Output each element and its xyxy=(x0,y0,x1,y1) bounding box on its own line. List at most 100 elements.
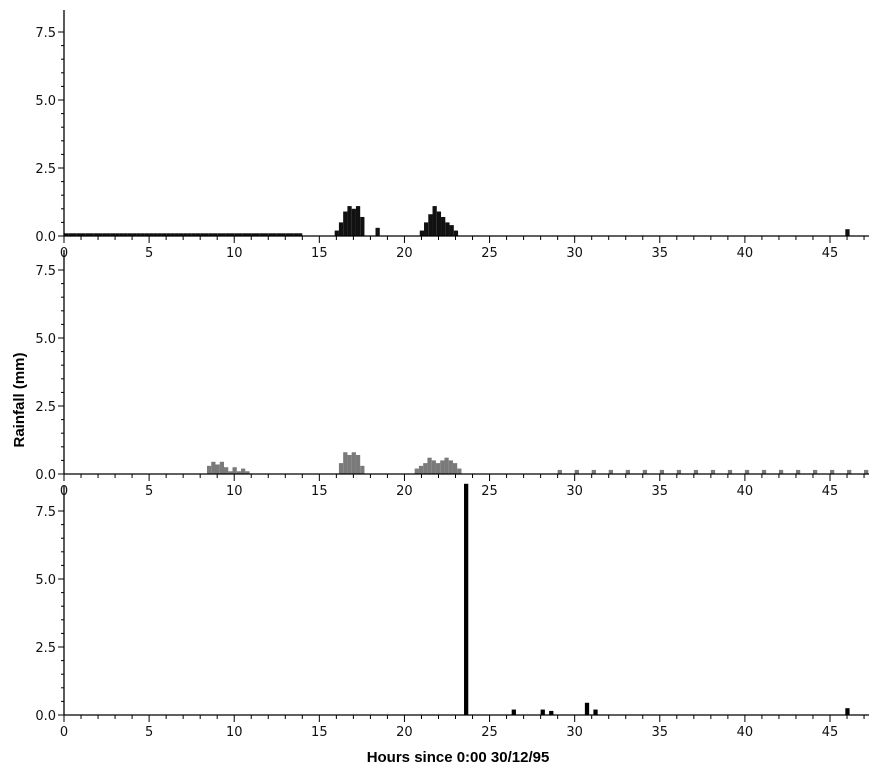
x-axis-title: Hours since 0:00 30/12/95 xyxy=(367,749,550,766)
bar xyxy=(347,206,352,236)
bar xyxy=(343,452,348,474)
bar xyxy=(281,233,286,236)
y-tick-label: 5.0 xyxy=(35,573,56,588)
bar xyxy=(245,471,250,474)
x-tick-label: 20 xyxy=(396,725,413,740)
bar xyxy=(625,469,630,474)
bar xyxy=(445,222,450,236)
bar xyxy=(157,233,162,236)
bar xyxy=(68,233,73,236)
x-tick-label: 25 xyxy=(481,484,498,499)
bar xyxy=(161,233,167,236)
bar xyxy=(144,233,150,236)
x-tick-label: 45 xyxy=(822,725,839,740)
x-tick-label: 45 xyxy=(822,484,839,499)
bar xyxy=(285,233,290,236)
bar xyxy=(414,468,419,474)
bar xyxy=(170,233,175,236)
bar xyxy=(457,468,462,474)
bar xyxy=(229,233,235,236)
x-tick-label: 35 xyxy=(652,246,669,261)
bar xyxy=(251,233,256,236)
y-tick-label: 7.5 xyxy=(35,505,56,520)
x-tick-label: 30 xyxy=(566,484,583,499)
bar xyxy=(360,465,365,474)
bar xyxy=(183,233,188,236)
bar xyxy=(591,469,596,474)
x-tick-label: 15 xyxy=(311,484,328,499)
x-tick-label: 20 xyxy=(396,246,413,261)
bar xyxy=(693,469,699,474)
y-tick-label: 0.0 xyxy=(35,709,56,724)
bar xyxy=(511,709,516,715)
bar xyxy=(812,469,818,474)
bar xyxy=(424,222,429,236)
x-tick-label: 30 xyxy=(566,246,583,261)
bar xyxy=(540,709,545,715)
bar xyxy=(351,208,356,236)
bar xyxy=(435,463,441,474)
bar xyxy=(375,227,380,236)
bar xyxy=(246,233,252,236)
bar xyxy=(215,464,220,474)
bar xyxy=(334,230,339,236)
bar xyxy=(845,229,850,236)
bar xyxy=(85,233,90,236)
bar xyxy=(289,233,294,236)
y-tick-label: 0.0 xyxy=(35,230,56,245)
bar xyxy=(830,469,835,474)
x-tick-label: 15 xyxy=(311,246,328,261)
bar xyxy=(98,233,103,236)
bar xyxy=(584,702,590,715)
bar xyxy=(81,233,86,236)
bar xyxy=(204,233,209,236)
bar xyxy=(432,206,437,236)
bar xyxy=(264,233,269,236)
bar xyxy=(778,469,784,474)
bar xyxy=(428,214,433,236)
bar xyxy=(436,211,442,236)
x-tick-label: 20 xyxy=(396,484,413,499)
bar xyxy=(727,469,733,474)
bar xyxy=(343,211,348,236)
bar xyxy=(427,457,432,474)
bar xyxy=(298,233,303,236)
bar xyxy=(178,233,184,236)
bar xyxy=(102,233,107,236)
bar xyxy=(272,233,277,236)
bar xyxy=(217,233,222,236)
bar xyxy=(795,469,801,474)
y-tick-label: 7.5 xyxy=(35,26,56,41)
bar xyxy=(355,206,361,236)
bar xyxy=(761,469,767,474)
y-tick-label: 2.5 xyxy=(35,641,56,656)
bar xyxy=(338,463,344,474)
bar xyxy=(238,233,243,236)
bar xyxy=(119,233,124,236)
x-tick-label: 15 xyxy=(311,725,328,740)
bar xyxy=(64,233,69,236)
bar xyxy=(659,469,665,474)
bar xyxy=(557,469,562,474)
bar xyxy=(166,233,171,236)
bar xyxy=(76,233,82,236)
x-tick-label: 25 xyxy=(481,246,498,261)
bar xyxy=(710,469,716,474)
bar xyxy=(224,467,229,474)
x-tick-label: 45 xyxy=(822,246,839,261)
bar xyxy=(347,454,352,474)
bar xyxy=(219,461,225,474)
bar xyxy=(195,233,201,236)
bar xyxy=(449,225,454,236)
x-tick-label: 5 xyxy=(145,246,153,261)
bar xyxy=(355,454,361,474)
bar xyxy=(208,233,213,236)
bar xyxy=(744,469,750,474)
y-tick-label: 2.5 xyxy=(35,400,56,415)
y-tick-label: 2.5 xyxy=(35,162,56,177)
bar xyxy=(441,216,446,236)
bar xyxy=(360,216,365,236)
bar xyxy=(847,469,852,474)
bar xyxy=(423,463,428,474)
